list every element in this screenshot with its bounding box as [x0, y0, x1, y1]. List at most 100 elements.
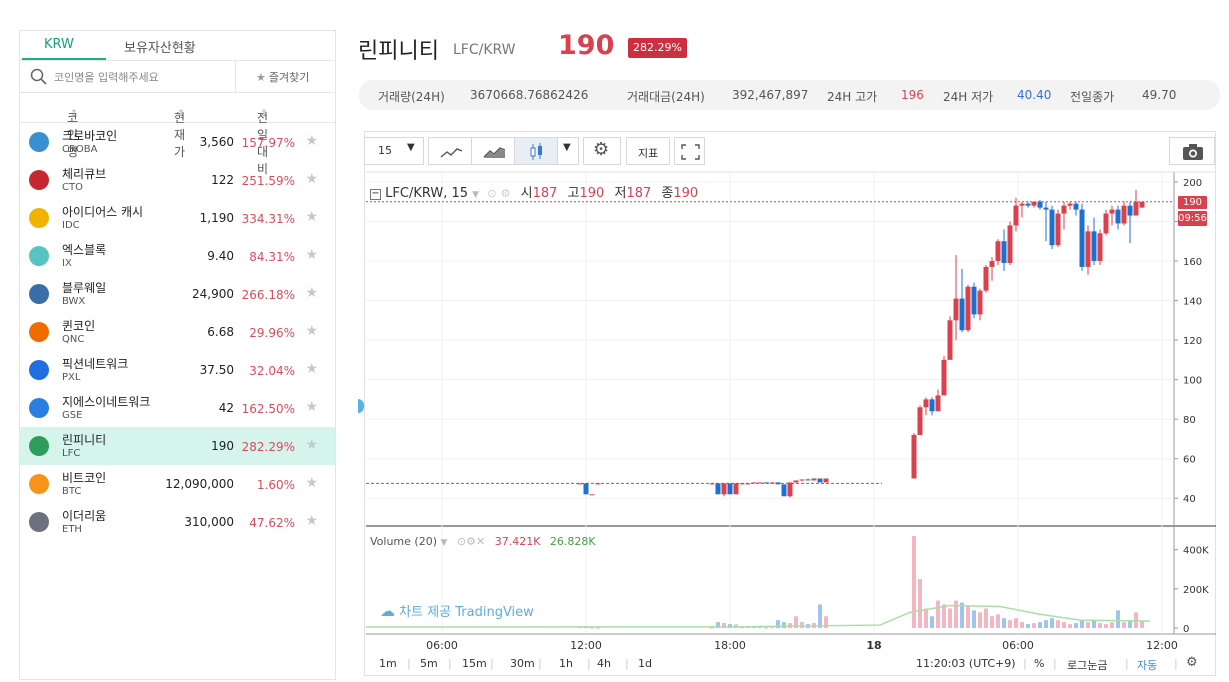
favorites-label: 즐겨찾기 — [268, 71, 310, 84]
log-scale-toggle[interactable]: 로그눈금 — [1067, 659, 1108, 672]
range-button-30m[interactable]: 30m — [510, 657, 535, 670]
volume-bar — [978, 612, 982, 628]
tradingview-watermark[interactable]: ☁ 차트 제공 TradingView — [380, 601, 534, 620]
bitcoin-icon — [29, 474, 49, 494]
open-value: 187 — [532, 186, 558, 201]
volume-visibility-icon[interactable]: ⊙⚙✕ — [456, 535, 486, 548]
indicators-button[interactable]: 지표 — [626, 137, 670, 165]
volume-bar — [776, 620, 780, 628]
coin-price: 9.40 — [207, 249, 234, 263]
interval-select[interactable]: 15 ▼ — [364, 137, 424, 165]
coin-price: 3,560 — [199, 135, 234, 149]
coin-row[interactable]: 비트코인 BTC 12,090,000 1.60% ★ — [20, 465, 335, 503]
range-button-4h[interactable]: 4h — [597, 657, 611, 670]
croba-icon — [29, 132, 49, 152]
candle-body — [1133, 201, 1139, 216]
volume-bar — [966, 606, 970, 628]
volume-bar — [954, 600, 958, 628]
candle-body — [763, 482, 769, 484]
coin-row[interactable]: 아이디어스 캐시 IDC 1,190 334.31% ★ — [20, 199, 335, 237]
time-tick-label: 12:00 — [1146, 639, 1178, 652]
volume-bar — [740, 627, 744, 629]
tab-holdings[interactable]: 보유자산현황 — [124, 41, 196, 56]
range-button-1m[interactable]: 1m — [379, 657, 397, 670]
search-input[interactable] — [54, 67, 224, 87]
coin-change: 29.96% — [249, 326, 295, 340]
tab-krw[interactable]: KRW — [22, 37, 106, 60]
chart-type-dropdown[interactable]: ▼ — [557, 137, 579, 165]
volume-menu-icon[interactable]: ▼ — [440, 538, 448, 548]
screenshot-button[interactable] — [1169, 137, 1215, 165]
candle-body — [1007, 225, 1013, 263]
candle-body — [595, 483, 601, 485]
close-value: 190 — [673, 186, 699, 201]
ix-icon — [29, 246, 49, 266]
volume-bar — [590, 627, 594, 629]
volume-bar — [972, 610, 976, 628]
coin-symbol: PXL — [62, 372, 81, 383]
gear-icon: ⚙ — [593, 139, 610, 160]
star-icon[interactable]: ★ — [305, 133, 318, 149]
whale-icon — [29, 284, 49, 304]
coin-row[interactable]: 블루웨일 BWX 24,900 266.18% ★ — [20, 275, 335, 313]
coin-name: 크로바코인 — [62, 129, 118, 143]
search-row: ★즐겨찾기 — [20, 61, 335, 93]
range-button-1d[interactable]: 1d — [638, 657, 652, 670]
candle-chart-button[interactable] — [514, 137, 558, 165]
star-icon[interactable]: ★ — [305, 247, 318, 263]
star-icon[interactable]: ★ — [305, 475, 318, 491]
range-button-1h[interactable]: 1h — [559, 657, 573, 670]
settings-small-icon[interactable]: ⚙ — [500, 187, 511, 200]
coin-row[interactable]: 린피니티 LFC 190 282.29% ★ — [20, 427, 335, 465]
pxl-icon — [29, 360, 49, 380]
auto-scale-toggle[interactable]: 자동 — [1137, 659, 1158, 672]
range-button-15m[interactable]: 15m — [462, 657, 487, 670]
fullscreen-button[interactable] — [674, 137, 705, 165]
coin-symbol: BTC — [62, 486, 82, 497]
coin-row[interactable]: 엑스블록 IX 9.40 84.31% ★ — [20, 237, 335, 275]
volume-bar — [1086, 622, 1090, 628]
volume-bar — [824, 616, 828, 628]
volume-bar — [996, 614, 1000, 628]
time-tick-label: 18 — [866, 639, 881, 652]
visibility-icon[interactable]: ⊙ — [487, 187, 497, 200]
favorites-filter-button[interactable]: ★ 즐겨찾기 — [235, 61, 336, 92]
star-icon[interactable]: ★ — [305, 171, 318, 187]
star-icon[interactable]: ★ — [305, 323, 318, 339]
candle-body — [1091, 231, 1097, 262]
gear-icon[interactable]: ⚙ — [1186, 655, 1198, 670]
coin-row[interactable]: 크로바코인 CROBA 3,560 157.97% ★ — [20, 123, 335, 161]
coin-name: 퀸코인 — [62, 319, 96, 333]
volume-bar — [1134, 612, 1138, 628]
percent-toggle[interactable]: % — [1034, 657, 1045, 670]
star-icon[interactable]: ★ — [305, 209, 318, 225]
star-icon[interactable]: ★ — [305, 285, 318, 301]
volume-bar — [1014, 618, 1018, 628]
candle-body — [941, 359, 947, 396]
star-icon[interactable]: ★ — [305, 437, 318, 453]
coin-row[interactable]: 이더리움 ETH 310,000 47.62% ★ — [20, 503, 335, 541]
star-icon[interactable]: ★ — [305, 513, 318, 529]
coin-pair: LFC/KRW — [453, 42, 516, 58]
settings-button[interactable]: ⚙ — [583, 137, 621, 165]
star-icon[interactable]: ★ — [305, 399, 318, 415]
coin-price: 1,190 — [199, 211, 234, 225]
scroll-left-handle[interactable] — [358, 399, 364, 413]
collapse-icon[interactable]: − — [370, 188, 381, 200]
coin-row[interactable]: 지에스이네트워크 GSE 42 162.50% ★ — [20, 389, 335, 427]
candle-body — [1103, 213, 1109, 234]
coin-symbol: CROBA — [62, 144, 98, 155]
coin-row[interactable]: 픽션네트워크 PXL 37.50 32.04% ★ — [20, 351, 335, 389]
candle-body — [1121, 205, 1127, 224]
volume-bar — [1074, 623, 1078, 628]
indicators-label: 지표 — [638, 147, 659, 160]
legend-menu-icon[interactable]: ▼ — [472, 190, 480, 200]
coin-row[interactable]: 퀸코인 QNC 6.68 29.96% ★ — [20, 313, 335, 351]
range-button-5m[interactable]: 5m — [420, 657, 438, 670]
candle-body — [589, 494, 595, 496]
star-icon[interactable]: ★ — [305, 361, 318, 377]
candle-body — [911, 434, 917, 479]
high-label: 고 — [567, 186, 580, 201]
coin-row[interactable]: 체리큐브 CTO 122 251.59% ★ — [20, 161, 335, 199]
